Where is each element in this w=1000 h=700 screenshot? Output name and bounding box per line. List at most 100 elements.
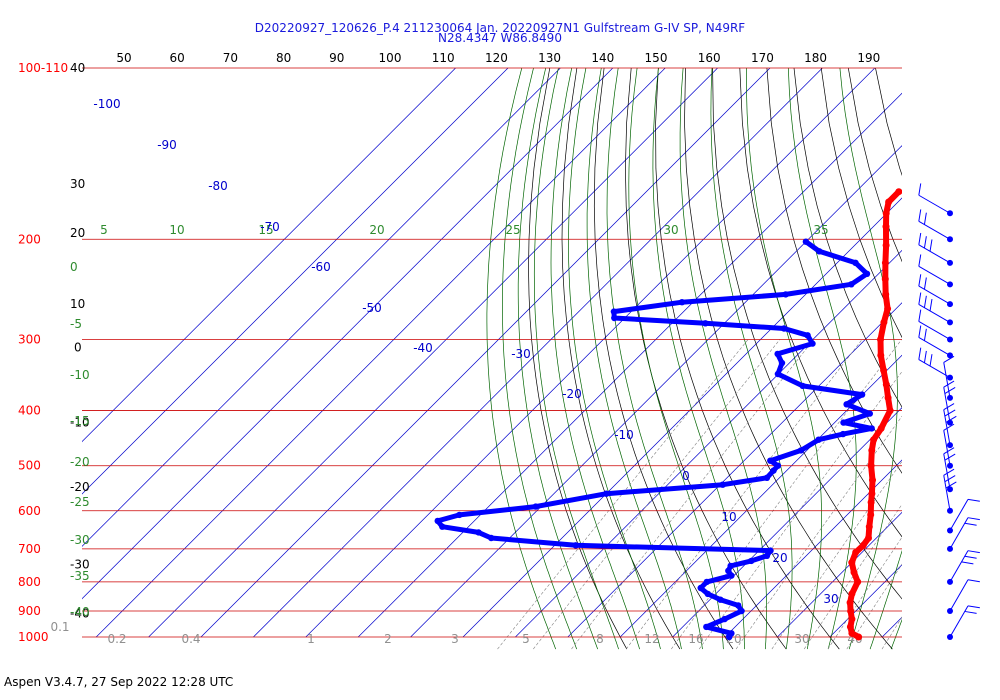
wind-barb-staff (949, 579, 969, 612)
isotherm-label: 30 (823, 592, 838, 606)
top-temperature-label: 110 (432, 51, 455, 65)
dry-adiabat-line (766, 68, 902, 474)
mixing-ratio-line (881, 616, 902, 650)
mixing-ratio-line (497, 339, 749, 650)
wind-barb-feather (964, 522, 977, 526)
pressure-label: 100-110 (18, 61, 68, 75)
wind-barb-feather (918, 309, 922, 322)
wind-barb-feather (967, 579, 980, 583)
mixing-ratio-label: 16 (688, 632, 703, 646)
isotherm-label: -30 (511, 347, 531, 361)
chart-title: D20220927_120626_P.4 211230064 Jan. 2022… (254, 21, 746, 35)
mixing-ratio-label: 2 (384, 632, 392, 646)
wind-barb-staff (949, 550, 969, 583)
wind-barb-feather (943, 380, 955, 388)
top-temperature-label: 170 (751, 51, 774, 65)
software-version-footer: Aspen V3.4.7, 27 Sep 2022 12:28 UTC (4, 675, 234, 689)
wind-barb-feather (923, 350, 927, 363)
isotherm-line (82, 68, 509, 495)
theta-e-label: 0 (70, 260, 78, 274)
wind-barb-feather (923, 236, 927, 249)
mixing-ratio-label: 30 (794, 632, 809, 646)
top-temperature-label: 100 (379, 51, 402, 65)
moist-adiabat-line (586, 68, 682, 650)
theta-e-label: -5 (70, 317, 82, 331)
isotherm-label: 20 (772, 551, 787, 565)
wind-barb-feather (929, 354, 933, 367)
wind-barb-feather (944, 453, 956, 461)
height-label: 10 (70, 297, 85, 311)
isotherm-label: -10 (614, 428, 634, 442)
isotherm-line (515, 249, 902, 638)
moist-adiabat-line (912, 42, 1000, 649)
moist-adiabat-line (628, 68, 724, 650)
isotherm-line (82, 68, 614, 600)
wind-barb-feather (923, 328, 927, 341)
isotherm-label: 10 (721, 510, 736, 524)
pressure-label: 500 (18, 459, 41, 473)
wind-barb-feather (943, 468, 955, 476)
mixing-ratio-label: 0.1 (50, 620, 69, 634)
mixing-ratio-label: 5 (522, 632, 530, 646)
wind-barb-feather (945, 481, 957, 489)
dry-adiabat-line (793, 68, 902, 408)
moist-adiabat-line (606, 68, 703, 650)
mixing-ratio-line (771, 460, 902, 650)
temperature-trace (847, 188, 902, 640)
wind-barb-feather (918, 254, 922, 267)
isotherm-label: -70 (260, 220, 280, 234)
wind-barb-staff (918, 285, 951, 305)
wind-barb-feather (918, 292, 922, 305)
wind-barb-staff (943, 362, 951, 398)
moist-adiabat-line (486, 68, 557, 650)
mixing-ratio-label: 3 (451, 632, 459, 646)
pressure-label: 600 (18, 504, 41, 518)
isotherm-label: -20 (562, 387, 582, 401)
isotherm-line (987, 68, 1000, 637)
height-label: 20 (70, 226, 85, 240)
isotherm-label: -100 (93, 97, 120, 111)
mixing-ratio-label: 1 (307, 632, 315, 646)
wind-barb-feather (967, 517, 980, 521)
isotherm-label: -60 (311, 260, 331, 274)
moist-adiabat-line (679, 68, 767, 650)
height-label: 30 (70, 177, 85, 191)
mixing-ratio-line (625, 339, 863, 650)
wind-barb-feather (967, 605, 980, 609)
wind-barb-feather (929, 239, 933, 252)
isotherm-line (82, 68, 561, 547)
moist-adiabat-line (517, 68, 599, 650)
theta-e-label: 15 (258, 223, 273, 237)
wind-barb-staff (918, 336, 951, 356)
wind-barb-feather (918, 274, 922, 287)
isotherm-line (305, 68, 876, 638)
top-temperature-label: 150 (645, 51, 668, 65)
isotherm-line (881, 616, 902, 638)
dry-adiabat-line (847, 68, 902, 263)
wind-barb-feather (943, 423, 955, 431)
wind-barb-staff (918, 265, 951, 285)
height-label: -40 (70, 607, 90, 621)
dry-adiabat-line (561, 68, 681, 650)
theta-e-label: 35 (813, 223, 828, 237)
wind-barb-feather (918, 232, 922, 245)
chart-location: N28.4347 W86.8490 (438, 31, 562, 45)
wind-barb-feather (918, 183, 922, 196)
isotherm-line (82, 68, 456, 443)
theta-e-label: -25 (70, 495, 90, 509)
wind-barb-feather (918, 347, 922, 360)
moist-adiabat-line (710, 68, 793, 650)
mixing-ratio-line (908, 340, 1000, 650)
wind-barb-feather (943, 403, 955, 411)
height-label: -10 (70, 416, 90, 430)
wind-barb-staff (918, 220, 951, 240)
wind-barb-feather (964, 610, 977, 614)
height-label: -30 (70, 557, 90, 571)
theta-e-label: -15 (70, 414, 90, 428)
top-temperature-label: 160 (698, 51, 721, 65)
wind-barb-staff (949, 517, 969, 550)
isotherm-label: 0 (682, 469, 690, 483)
pressure-label: 800 (18, 575, 41, 589)
theta-e-label: -10 (70, 368, 90, 382)
mixing-ratio-label: 12 (644, 632, 659, 646)
